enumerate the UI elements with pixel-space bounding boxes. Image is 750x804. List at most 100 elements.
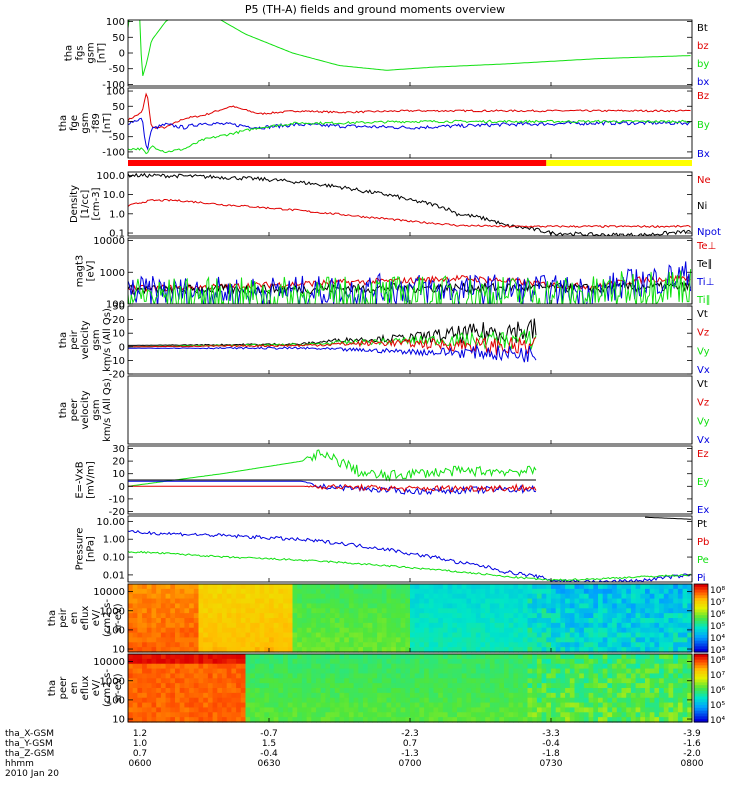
spectrogram-cell [433, 618, 439, 624]
spectrogram-cell [334, 717, 341, 723]
spectrogram-cell [207, 663, 214, 670]
spectrogram-cell [645, 707, 651, 713]
spectrogram-cell [264, 683, 270, 689]
spectrogram-cell [222, 622, 228, 629]
spectrogram-cell [320, 717, 326, 723]
spectrogram-cell [301, 712, 308, 718]
spectrogram-cell [489, 692, 496, 699]
spectrogram-cell [363, 688, 369, 694]
spectrogram-cell [654, 603, 660, 609]
spectrogram-cell [203, 598, 209, 605]
spectrogram-cell [649, 618, 655, 624]
spectrogram-cell [316, 707, 322, 713]
spectrogram-cell [344, 683, 350, 689]
spectrogram-cell [236, 593, 242, 600]
spectrogram-cell [320, 627, 326, 634]
spectrogram-cell [334, 707, 341, 713]
spectrogram-cell [381, 598, 388, 605]
spectrogram-cell [156, 632, 162, 639]
spectrogram-cell [278, 622, 284, 629]
spectrogram-cell [518, 683, 524, 689]
spectrogram-cell [377, 673, 383, 679]
spectrogram-cell [518, 707, 524, 713]
spectrogram-cell [518, 603, 524, 609]
spectrogram-cell [551, 632, 557, 639]
spectrogram-cell [555, 642, 561, 648]
spectrogram-cell [287, 658, 294, 665]
spectrogram-cell [287, 702, 294, 709]
spectrogram-cell [466, 697, 472, 704]
spectrogram-cell [301, 707, 308, 713]
spectrogram-cell [687, 692, 693, 699]
spectrogram-cell [447, 647, 453, 653]
spectrogram-cell [217, 627, 223, 634]
spectrogram-cell [217, 654, 223, 660]
legend-entry: Vy [697, 346, 710, 357]
spectrogram-cell [165, 598, 171, 605]
spectrogram-cell [339, 632, 345, 639]
spectrogram-cell [640, 678, 646, 684]
spectrogram-cell [499, 692, 505, 699]
spectrogram-cell [250, 584, 256, 590]
spectrogram-cell [677, 598, 684, 605]
spectrogram-cell [630, 707, 637, 713]
spectrogram-cell [283, 692, 289, 699]
spectrogram-cell [555, 707, 561, 713]
spectrogram-cell [607, 688, 613, 694]
spectrogram-cell [311, 688, 317, 694]
spectrogram-cell [442, 627, 449, 634]
legend-entry: Ez [697, 449, 709, 460]
spectrogram-cell [536, 627, 543, 634]
spectrogram-cell [574, 588, 580, 595]
spectrogram-cell [461, 678, 467, 684]
spectrogram-cell [630, 584, 637, 590]
spectrogram-cell [377, 688, 383, 694]
spectrogram-cell [367, 588, 373, 595]
spectrogram-cell [560, 637, 566, 643]
spectrogram-cell [536, 632, 543, 639]
spectrogram-cell [659, 622, 665, 629]
spectrogram-cell [612, 663, 618, 670]
spectrogram-cell [367, 622, 373, 629]
spectrogram-cell [682, 598, 688, 605]
y-tick-label: 20 [112, 457, 125, 468]
spectrogram-cell [269, 637, 275, 643]
spectrogram-cell [207, 697, 214, 704]
spectrogram-cell [339, 683, 345, 689]
spectrogram-cell [363, 584, 369, 590]
spectrogram-cell [438, 707, 444, 713]
spectrogram-cell [499, 697, 505, 704]
spectrogram-cell [377, 692, 383, 699]
spectrogram-cell [508, 584, 514, 590]
spectrogram-cell [574, 637, 580, 643]
spectrogram-cell [527, 598, 533, 605]
spectrogram-cell [264, 637, 270, 643]
spectrogram-cell [189, 622, 195, 629]
spectrogram-cell [128, 584, 134, 590]
spectrogram-cell [372, 632, 378, 639]
spectrogram-cell [165, 702, 171, 709]
spectrogram-cell [485, 692, 491, 699]
y-axis-label: peir [58, 607, 69, 627]
spectrogram-cell [541, 658, 547, 665]
y-tick-label: -100 [102, 80, 125, 91]
spectrogram-cell [245, 598, 251, 605]
colorbar-cell [694, 690, 708, 695]
spectrogram-cell [480, 654, 486, 660]
spectrogram-cell [306, 658, 312, 665]
spectrogram-cell [132, 717, 138, 723]
spectrogram-cell [198, 673, 204, 679]
spectrogram-cell [527, 622, 533, 629]
spectrogram-cell [494, 692, 500, 699]
spectrogram-cell [363, 658, 369, 665]
spectrogram-cell [616, 647, 623, 653]
spectrogram-cell [461, 598, 467, 605]
spectrogram-cell [207, 654, 214, 660]
spectrogram-cell [565, 692, 571, 699]
spectrogram-cell [325, 642, 331, 648]
spectrogram-cell [278, 618, 284, 624]
spectrogram-cell [264, 658, 270, 665]
spectrogram-cell [184, 593, 190, 600]
spectrogram-cell [344, 584, 350, 590]
spectrogram-cell [381, 678, 388, 684]
